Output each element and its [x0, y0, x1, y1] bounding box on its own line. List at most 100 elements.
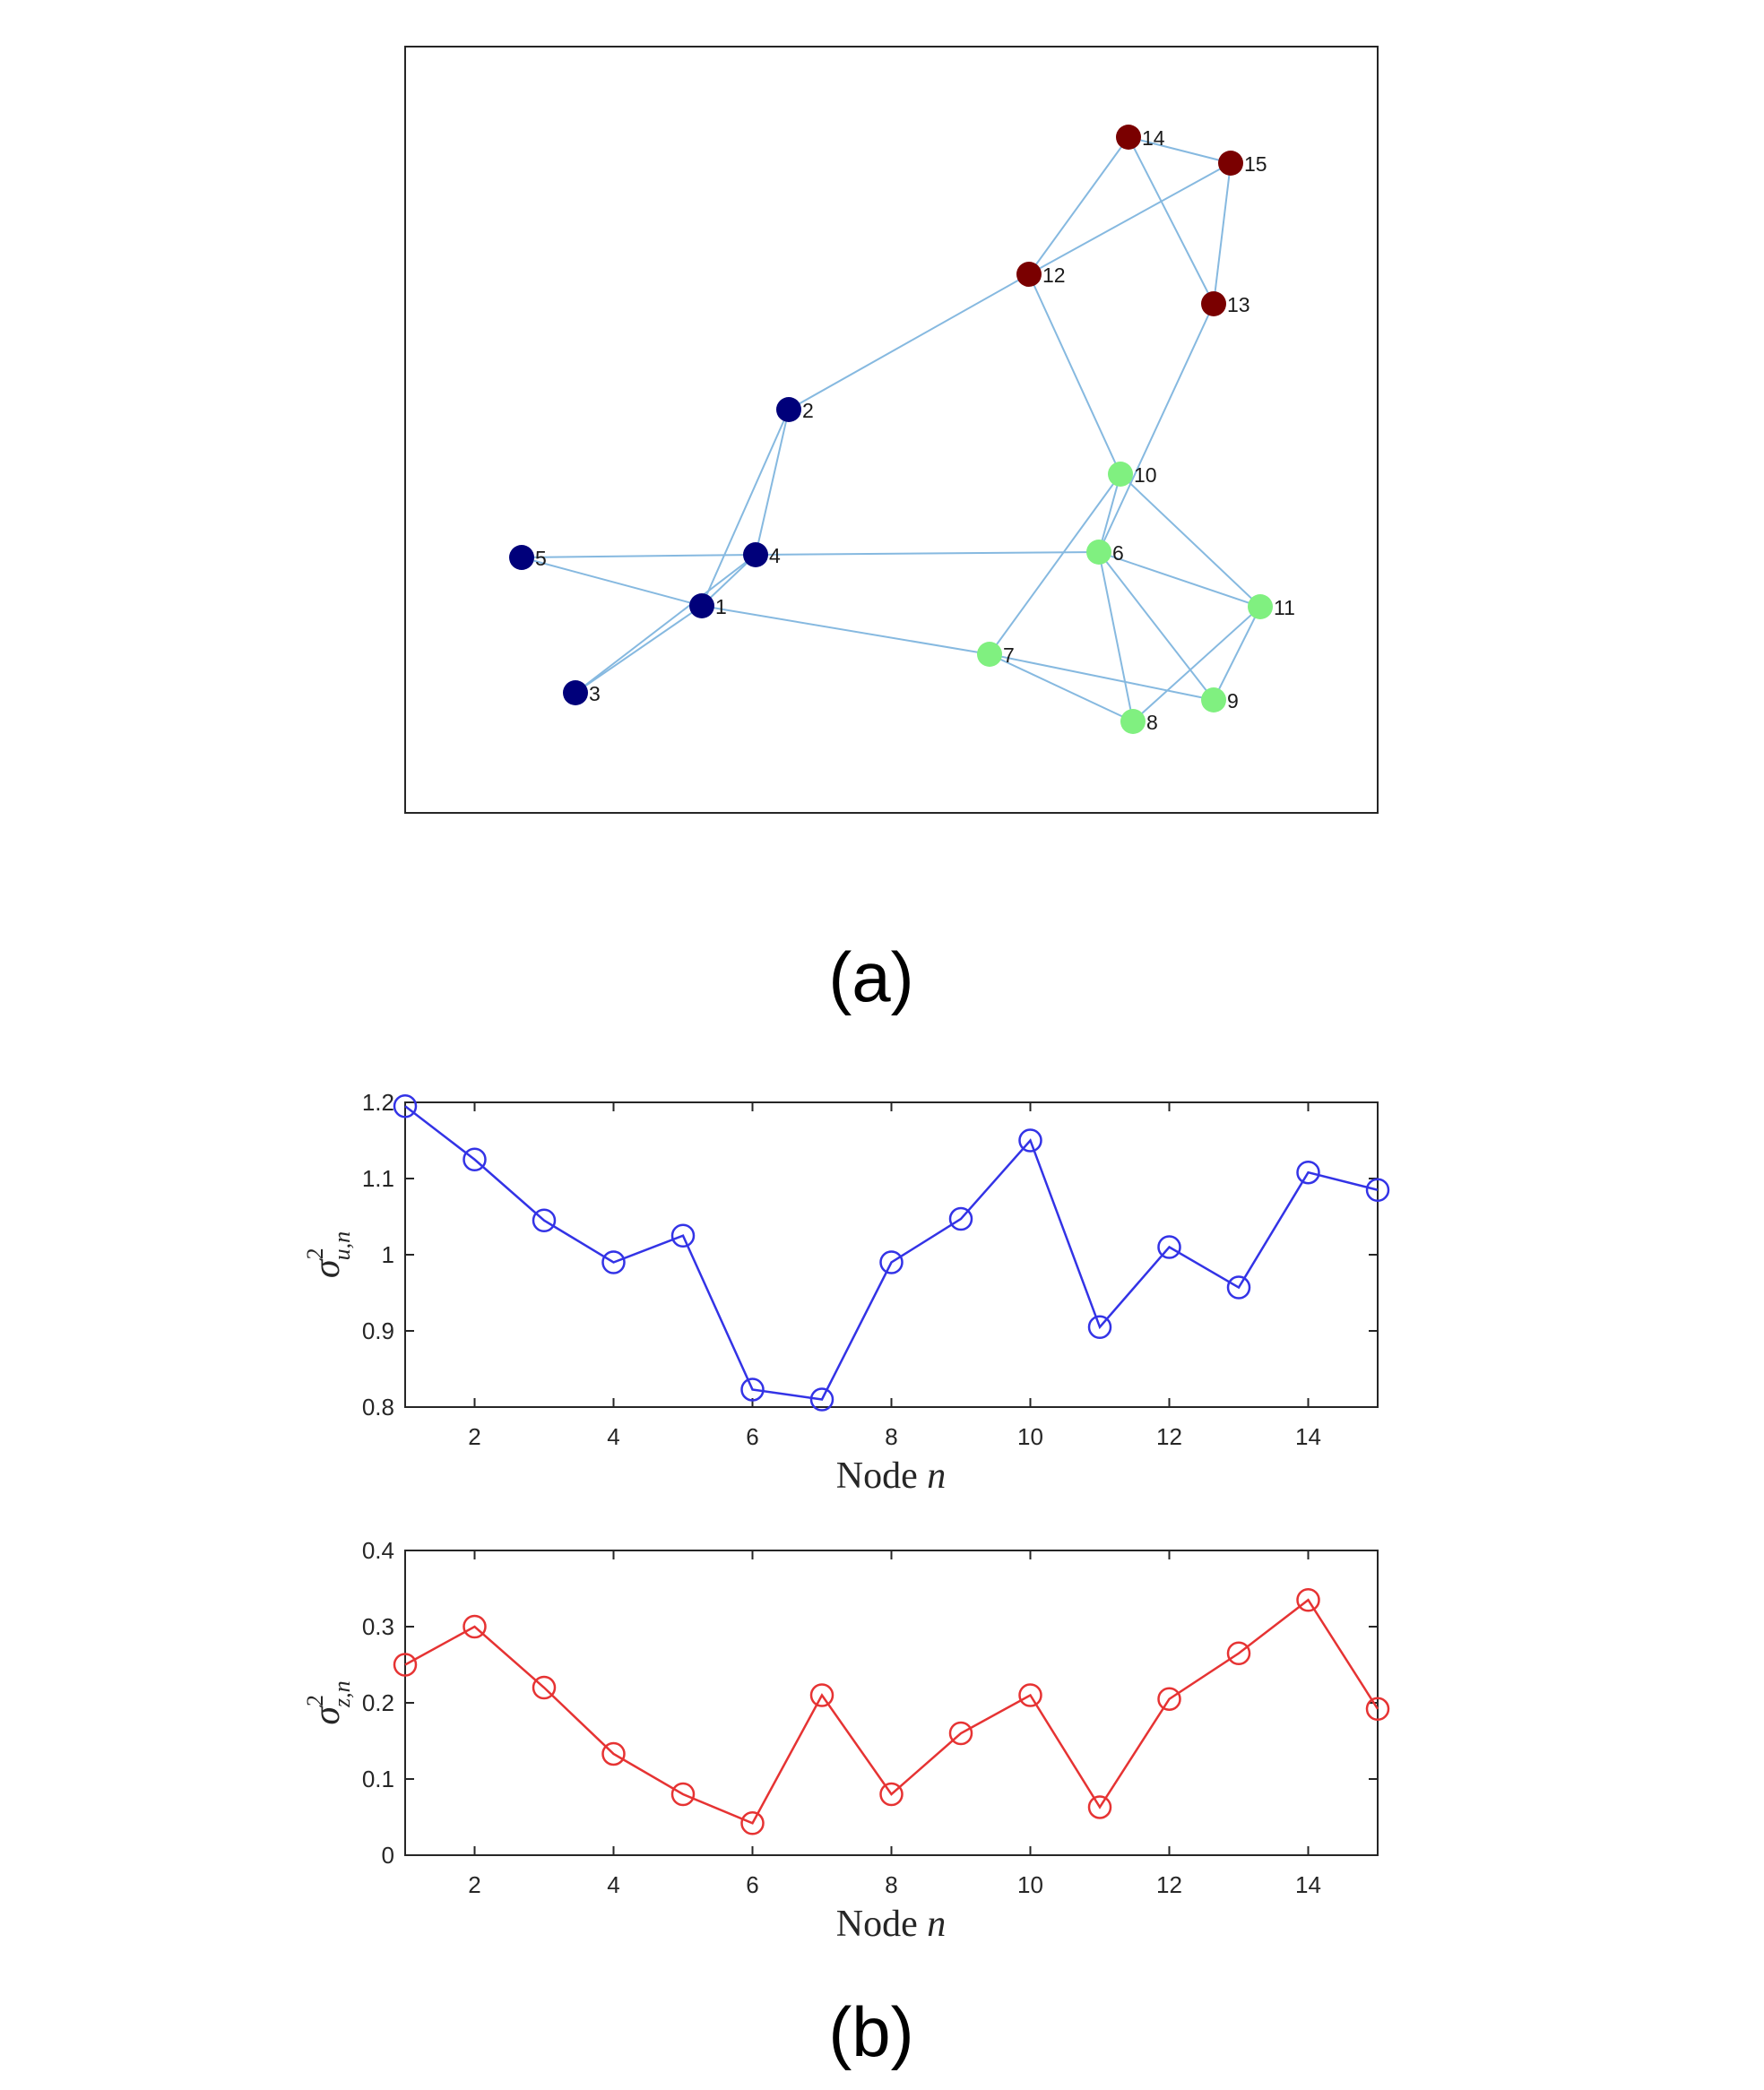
- graph-node-5: [509, 545, 534, 570]
- graph-node-11: [1248, 594, 1273, 619]
- sigma-u-y-tick-label-1.1: 1.1: [362, 1165, 394, 1192]
- sigma-z-point-10: [1018, 1683, 1042, 1707]
- sigma-u-y-tick-label-0.9: 0.9: [362, 1317, 394, 1344]
- sigma-z-point-9: [948, 1721, 973, 1746]
- sigma-u-point-15: [1365, 1178, 1390, 1202]
- sigma-z-point-8: [879, 1782, 904, 1807]
- sigma-u-point-2: [463, 1147, 487, 1171]
- graph-node-label-6: 6: [1112, 541, 1124, 565]
- sigma-z-point-14: [1296, 1588, 1320, 1612]
- sigma-u-x-tick-label-4: 4: [607, 1423, 619, 1450]
- sigma-z-point-13: [1226, 1641, 1251, 1665]
- sigma-z-y-axis-label: σ2z,n: [302, 1680, 355, 1724]
- graph-edge-10-11: [1120, 473, 1261, 608]
- sigma-z-y-tick-label-0: 0: [382, 1842, 394, 1869]
- sigma-u-point-9: [948, 1206, 973, 1231]
- graph-edge-14-15: [1128, 136, 1232, 164]
- sigma-u-point-5: [670, 1223, 696, 1248]
- graph-edge-7-8: [989, 653, 1134, 722]
- graph-edge-1-7: [701, 605, 990, 655]
- sigma-u-chart: 2 4 6 8 10 12 14 0.8 0.9 1 1.1 1.2 Node n σ2u,n: [302, 1089, 1390, 1497]
- sigma-u-x-axis-label: Node n: [836, 1455, 946, 1497]
- sigma-z-y-tick-label-0.3: 0.3: [362, 1613, 394, 1640]
- sigma-z-point-11: [1087, 1795, 1112, 1819]
- graph-edge-7-9: [989, 653, 1215, 701]
- graph-edge-7-10: [989, 473, 1121, 655]
- graph-node-label-1: 1: [715, 595, 727, 618]
- graph-edge-2-12: [788, 273, 1030, 410]
- graph-edge-3-4: [575, 554, 757, 694]
- sigma-u-series-line: [404, 1105, 1379, 1401]
- graph-node-label-13: 13: [1227, 293, 1250, 316]
- sigma-u-point-8: [879, 1250, 904, 1274]
- graph-node-7: [977, 642, 1002, 667]
- graph-edge-10-12: [1028, 273, 1121, 475]
- sigma-z-x-tick-label-6: 6: [746, 1871, 758, 1898]
- graph-edge-6-8: [1098, 551, 1134, 722]
- graph-edge-12-14: [1028, 136, 1129, 275]
- graph-edge-6-10: [1098, 473, 1121, 553]
- graph-edge-12-15: [1028, 162, 1232, 275]
- sigma-u-y-tick-label-1: 1: [382, 1241, 394, 1268]
- sigma-z-series: [393, 1588, 1390, 1835]
- sigma-z-point-2: [463, 1614, 487, 1639]
- graph-node-6: [1086, 540, 1111, 565]
- sigma-z-x-axis-label: Node n: [836, 1904, 946, 1945]
- graph-edge-6-13: [1098, 303, 1215, 553]
- graph-node-12: [1016, 262, 1042, 287]
- sigma-z-chart: 2 4 6 8 10 12 14 0 0.1 0.2 0.3 0.4 Node n σ2z,n: [302, 1537, 1390, 1945]
- sigma-u-point-14: [1296, 1160, 1320, 1185]
- sigma-z-x-tick-label-4: 4: [607, 1871, 619, 1898]
- graph-node-label-5: 5: [535, 547, 547, 570]
- sigma-z-point-12: [1157, 1687, 1181, 1711]
- sigma-z-point-6: [740, 1811, 765, 1835]
- sigma-u-x-tick-label-8: 8: [885, 1423, 897, 1450]
- sigma-z-x-tick-label-10: 10: [1017, 1871, 1043, 1898]
- sigma-u-x-tick-label-10: 10: [1017, 1423, 1043, 1450]
- graph-node-14: [1116, 125, 1141, 150]
- graph-node-15: [1218, 151, 1243, 176]
- graph-node-label-3: 3: [589, 682, 601, 705]
- graph-edge-4-5: [521, 554, 757, 558]
- graph-node-label-11: 11: [1274, 596, 1295, 619]
- sigma-u-point-1: [393, 1094, 418, 1118]
- graph-edge-4-6: [755, 551, 1100, 556]
- sigma-z-y-tick-label-0.1: 0.1: [362, 1766, 394, 1792]
- graph-edge-13-14: [1128, 136, 1215, 305]
- sigma-z-point-1: [393, 1653, 418, 1677]
- graph-node-label-4: 4: [769, 544, 781, 567]
- graph-node-3: [563, 680, 588, 705]
- sigma-u-plot-frame: [404, 1101, 1379, 1408]
- sigma-z-x-tick-label-2: 2: [468, 1871, 480, 1898]
- graph-edges: [521, 136, 1261, 722]
- sigma-z-series-line: [404, 1598, 1379, 1825]
- sigma-z-point-15: [1365, 1697, 1390, 1722]
- sigma-z-x-tick-label-12: 12: [1156, 1871, 1182, 1898]
- sigma-z-plot-frame: [404, 1550, 1379, 1856]
- graph-edge-6-11: [1098, 551, 1261, 608]
- sigma-u-point-3: [532, 1208, 557, 1232]
- sigma-u-axes: 2 4 6 8 10 12 14 0.8 0.9 1 1.1 1.2: [362, 1089, 1378, 1450]
- sigma-z-point-5: [670, 1782, 696, 1807]
- sigma-z-x-tick-label-8: 8: [885, 1871, 897, 1898]
- graph-node-label-15: 15: [1244, 152, 1267, 176]
- sigma-z-point-7: [809, 1683, 834, 1707]
- sigma-u-point-12: [1157, 1235, 1181, 1259]
- graph-node-label-7: 7: [1003, 643, 1015, 667]
- sigma-u-point-13: [1226, 1275, 1251, 1300]
- sigma-u-point-10: [1018, 1128, 1042, 1153]
- sigma-u-point-7: [809, 1387, 834, 1412]
- sigma-z-point-4: [601, 1741, 626, 1766]
- sigma-u-series: [393, 1094, 1390, 1412]
- sigma-u-x-tick-label-12: 12: [1156, 1423, 1182, 1450]
- sigma-u-point-6: [740, 1378, 765, 1402]
- sigma-z-axes: 2 4 6 8 10 12 14 0 0.1 0.2 0.3 0.4: [362, 1537, 1378, 1898]
- graph-node-4: [743, 542, 768, 567]
- sigma-u-x-tick-label-6: 6: [746, 1423, 758, 1450]
- graph-edge-13-15: [1213, 162, 1232, 305]
- graph-edge-6-9: [1098, 551, 1215, 701]
- graph-node-label-10: 10: [1134, 463, 1157, 487]
- graph-node-label-2: 2: [802, 399, 814, 422]
